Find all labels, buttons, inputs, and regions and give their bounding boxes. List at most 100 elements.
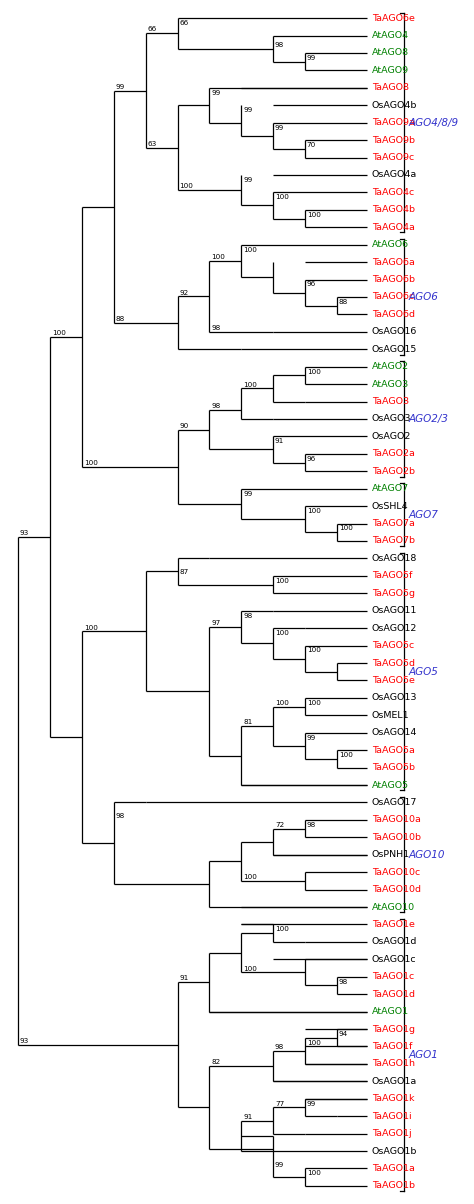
Text: AtAGO7: AtAGO7 [372,484,409,494]
Text: 99: 99 [243,490,252,496]
Text: OsAGO12: OsAGO12 [372,624,417,632]
Text: TaAGO5a: TaAGO5a [372,745,415,755]
Text: 98: 98 [275,1044,284,1050]
Text: TaAGO10b: TaAGO10b [372,833,421,842]
Text: 91: 91 [179,975,189,981]
Text: 90: 90 [179,423,189,429]
Text: 99: 99 [211,89,220,95]
Text: 100: 100 [275,926,289,932]
Text: TaAGO1i: TaAGO1i [372,1111,411,1121]
Text: TaAGO6d: TaAGO6d [372,309,415,319]
Text: AGO6: AGO6 [409,293,439,302]
Text: 100: 100 [307,1170,321,1176]
Text: 100: 100 [307,700,321,706]
Text: OsAGO15: OsAGO15 [372,344,417,354]
Text: OsAGO1b: OsAGO1b [372,1146,417,1156]
Text: 93: 93 [20,1038,29,1044]
Text: TaAGO1j: TaAGO1j [372,1129,411,1138]
Text: 66: 66 [147,26,157,33]
Text: TaAGO1b: TaAGO1b [372,1181,415,1191]
Text: 98: 98 [243,613,252,619]
Text: 98: 98 [275,42,284,48]
Text: 70: 70 [307,142,316,148]
Text: AtAGO9: AtAGO9 [372,66,409,75]
Text: 100: 100 [243,874,257,880]
Text: 98: 98 [211,403,220,409]
Text: 98: 98 [116,813,125,819]
Text: 91: 91 [243,1114,252,1120]
Text: 100: 100 [243,247,257,253]
Text: TaAGO3: TaAGO3 [372,397,409,406]
Text: OsAGO16: OsAGO16 [372,327,417,336]
Text: 72: 72 [275,821,284,827]
Text: TaAGO5c: TaAGO5c [372,641,414,650]
Text: 87: 87 [179,569,189,576]
Text: OsAGO18: OsAGO18 [372,554,417,563]
Text: TaAGO1d: TaAGO1d [372,990,415,998]
Text: 100: 100 [243,966,257,972]
Text: 92: 92 [179,290,189,295]
Text: OsAGO11: OsAGO11 [372,607,417,615]
Text: TaAGO2a: TaAGO2a [372,449,415,459]
Text: 98: 98 [339,979,348,985]
Text: 100: 100 [275,194,289,200]
Text: 99: 99 [116,84,125,89]
Text: 88: 88 [339,299,348,305]
Text: TaAGO1a: TaAGO1a [372,1164,415,1173]
Text: TaAGO7a: TaAGO7a [372,519,415,529]
Text: 99: 99 [307,1100,316,1106]
Text: 100: 100 [52,330,65,336]
Text: 98: 98 [307,821,316,827]
Text: TaAGO4c: TaAGO4c [372,188,414,197]
Text: AGO10: AGO10 [409,850,446,860]
Text: 100: 100 [339,525,353,531]
Text: 94: 94 [339,1031,348,1037]
Text: TaAGO6a: TaAGO6a [372,258,415,266]
Text: AtAGO2: AtAGO2 [372,362,409,371]
Text: OsMEL1: OsMEL1 [372,710,410,720]
Text: OsSHL4: OsSHL4 [372,502,409,510]
Text: TaAGO1h: TaAGO1h [372,1060,415,1068]
Text: OsAGO1d: OsAGO1d [372,938,417,946]
Text: AGO2/3: AGO2/3 [409,414,449,424]
Text: TaAGO10a: TaAGO10a [372,815,421,825]
Text: TaAGO4a: TaAGO4a [372,223,415,231]
Text: TaAGO5d: TaAGO5d [372,659,415,667]
Text: 100: 100 [275,700,289,706]
Text: 100: 100 [179,183,193,189]
Text: OsAGO1c: OsAGO1c [372,955,417,964]
Text: OsPNH1: OsPNH1 [372,850,410,860]
Text: 66: 66 [179,20,189,26]
Text: 100: 100 [211,254,225,260]
Text: 99: 99 [307,734,316,740]
Text: 98: 98 [211,325,220,331]
Text: AtAGO8: AtAGO8 [372,48,409,58]
Text: TaAGO10d: TaAGO10d [372,885,421,895]
Text: AGO4/8/9: AGO4/8/9 [409,118,459,128]
Text: TaAGO5g: TaAGO5g [372,589,415,597]
Text: TaAGO6e: TaAGO6e [372,13,415,23]
Text: TaAGO1k: TaAGO1k [372,1094,414,1103]
Text: 91: 91 [275,438,284,444]
Text: TaAGO10c: TaAGO10c [372,868,420,877]
Text: 100: 100 [307,648,321,654]
Text: 100: 100 [339,752,353,759]
Text: 99: 99 [243,107,252,113]
Text: OsAGO4b: OsAGO4b [372,101,417,110]
Text: 77: 77 [275,1100,284,1106]
Text: 96: 96 [307,455,316,461]
Text: 99: 99 [243,177,252,183]
Text: 100: 100 [275,630,289,636]
Text: AtAGO10: AtAGO10 [372,903,415,911]
Text: 63: 63 [147,141,157,147]
Text: OsAGO3: OsAGO3 [372,414,411,424]
Text: AtAGO4: AtAGO4 [372,31,409,40]
Text: 100: 100 [275,578,289,584]
Text: 99: 99 [275,124,284,130]
Text: 100: 100 [307,368,321,374]
Text: 100: 100 [307,508,321,514]
Text: TaAGO6c: TaAGO6c [372,293,414,301]
Text: TaAGO9a: TaAGO9a [372,118,415,128]
Text: 99: 99 [275,1162,284,1168]
Text: AtAGO3: AtAGO3 [372,379,409,389]
